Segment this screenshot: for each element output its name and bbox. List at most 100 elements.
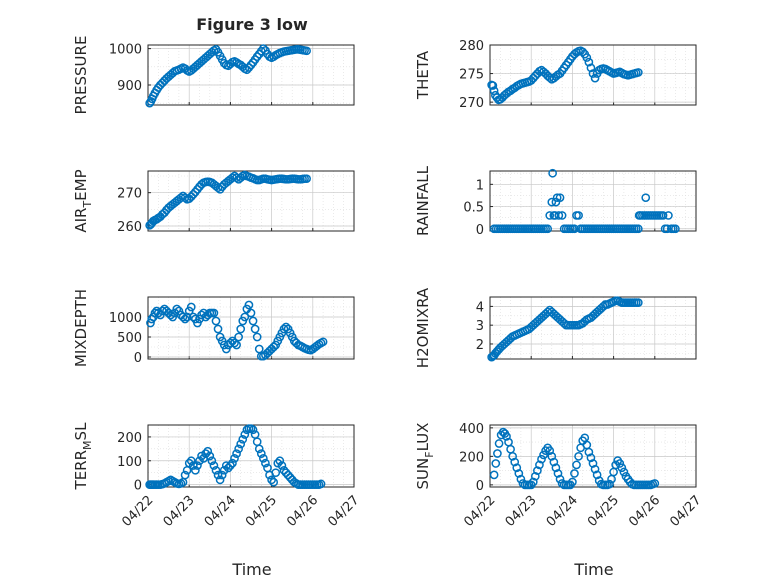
data-point [590, 464, 600, 474]
y-tick-label: 270 [117, 187, 142, 202]
data-point [269, 342, 279, 352]
subplot-mixdepth: 0 500 1000 MIXDEPTH [72, 289, 355, 367]
data-point [191, 465, 200, 475]
data-point [188, 189, 198, 199]
data-point [145, 98, 154, 108]
data-point [213, 324, 223, 334]
data-point [664, 211, 673, 220]
data-point [230, 338, 239, 348]
data-point [226, 461, 235, 470]
y-axis-label: MIXDEPTH [72, 289, 90, 367]
data-point [548, 168, 557, 178]
data-point [570, 224, 579, 234]
x-axis-label-right: Time [573, 560, 613, 579]
x-tick-label: 04/27 [667, 493, 704, 530]
data-point [234, 332, 243, 342]
data-point [236, 324, 246, 334]
data-point [535, 460, 544, 470]
data-point [516, 474, 526, 484]
data-point [551, 463, 561, 473]
y-tick-label: 280 [459, 39, 484, 54]
y-axis-label: THETA [414, 50, 432, 100]
data-point [547, 452, 557, 461]
data-point [588, 459, 598, 468]
y-tick-label: 1000 [109, 43, 142, 58]
x-tick-label: 04/23 [503, 493, 540, 530]
data-point [153, 308, 163, 318]
data-point [633, 224, 643, 234]
data-point [514, 469, 524, 478]
axes-border [147, 170, 355, 232]
data-point [584, 447, 594, 457]
data-point [244, 63, 254, 72]
x-tick-label: 04/22 [119, 493, 156, 530]
data-point [180, 193, 190, 203]
subplot-sun_flux: 0 200 400 SUNFLUX 04/22 04/23 04/24 04/25 04/26 0… [414, 422, 704, 530]
y-tick-label: 0.5 [463, 201, 484, 216]
data-point [633, 298, 643, 307]
y-tick-label: 270 [459, 96, 484, 111]
data-point [166, 310, 176, 320]
y-tick-label: 200 [117, 431, 142, 446]
subplot-terr_msl: 0 100 200 TERRMSL 04/22 04/23 04/24 04/25 04/26 0… [72, 422, 362, 530]
data-point [302, 174, 311, 184]
data-point [259, 454, 268, 463]
data-point [180, 470, 190, 480]
x-tick-label: 04/25 [243, 493, 280, 530]
data-point [281, 322, 291, 332]
data-point [316, 479, 326, 489]
data-point [494, 439, 504, 448]
data-point [633, 68, 643, 77]
y-tick-label: 0 [134, 351, 142, 366]
x-tick-label: 04/26 [626, 493, 663, 530]
data-point [244, 300, 254, 310]
data-point [584, 57, 594, 67]
data-point [178, 312, 188, 322]
data-point [557, 479, 567, 488]
y-tick-label: 0 [476, 479, 484, 494]
data-point [537, 454, 546, 464]
data-point [254, 444, 264, 454]
data-point [555, 193, 565, 203]
data-point [197, 310, 206, 320]
y-tick-label: 275 [459, 68, 484, 83]
y-tick-label: 0 [134, 479, 142, 494]
x-tick-label: 04/22 [461, 493, 498, 530]
data-point [240, 430, 250, 439]
data-point [488, 81, 498, 90]
data-point [186, 302, 196, 312]
data-point [489, 86, 499, 96]
data-point [279, 324, 289, 334]
x-tick-label: 04/25 [585, 493, 622, 530]
data-point [234, 444, 243, 454]
y-tick-label: 3 [476, 319, 484, 334]
data-point [590, 73, 600, 83]
data-point [553, 469, 563, 478]
data-point [240, 312, 250, 322]
data-point [530, 471, 540, 481]
data-point [572, 460, 581, 470]
data-point [267, 475, 276, 485]
data-point [246, 60, 256, 70]
figure-title: Figure 3 low [196, 15, 308, 34]
data-point [269, 477, 279, 487]
data-point [619, 467, 629, 477]
y-tick-label: 260 [117, 220, 142, 235]
data-point [578, 47, 588, 57]
data-point [277, 461, 287, 470]
data-point [617, 463, 627, 473]
data-point [539, 450, 548, 460]
data-point [209, 308, 219, 318]
data-point [188, 461, 198, 470]
data-point [211, 465, 221, 475]
data-point [615, 459, 625, 468]
data-point [568, 477, 577, 487]
y-tick-label: 2 [476, 338, 484, 353]
data-point [489, 470, 499, 480]
y-axis-label: PRESSURE [72, 36, 90, 115]
data-point [586, 63, 596, 73]
y-axis-label: H2OMIXRA [414, 287, 432, 368]
data-point [232, 340, 241, 350]
data-point [275, 456, 285, 466]
